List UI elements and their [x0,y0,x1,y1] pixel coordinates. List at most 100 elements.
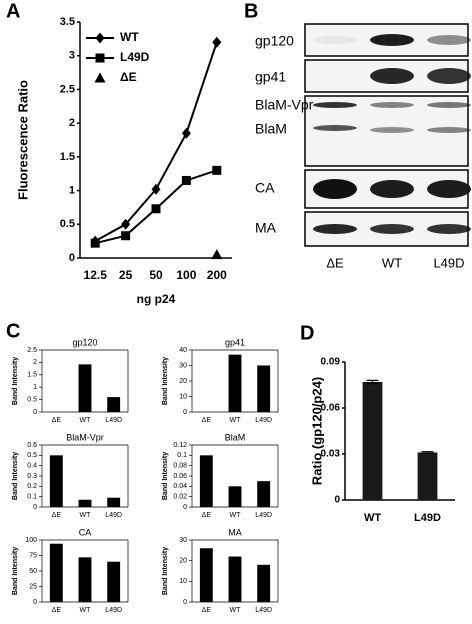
bar [78,364,92,412]
x-tick-label: L49D [105,417,122,424]
y-tick-label: 40 [179,347,187,354]
y-tick-label: 100 [25,537,37,544]
blot-band [370,102,414,108]
y-axis-label: Fluorescence Ratio [15,80,30,200]
x-tick-label: ΔE [202,607,212,614]
y-tick-label: 1 [69,184,75,196]
y-tick-label: 0.1 [27,494,37,501]
lane-label: L49D [433,255,464,270]
y-tick-label: 0.5 [27,452,37,459]
x-tick-label: L49D [255,607,272,614]
x-tick-label: WT [364,512,381,524]
blot-band [427,180,471,198]
legend-marker [94,72,106,83]
y-tick-label: 30 [179,537,187,544]
blot-band [370,68,414,84]
blot-band [313,179,357,199]
chart-title: CA [79,527,92,537]
x-tick-label: ΔE [202,417,212,424]
bar [78,499,92,507]
x-tick-label: L49D [105,607,122,614]
marker [181,127,191,139]
y-tick-label: 1.5 [27,372,37,379]
x-tick-label: 100 [176,268,196,282]
blot-band [313,125,357,131]
y-tick-label: 0 [33,504,37,511]
x-tick-label: WT [230,417,242,424]
x-tick-label: 25 [119,268,133,282]
y-tick-label: 2 [33,359,37,366]
blot-row-label: CA [255,180,275,196]
y-tick-label: 0.6 [27,442,37,449]
marker [151,204,161,214]
x-tick-label: ΔE [52,607,62,614]
y-tick-label: 75 [29,552,37,559]
x-tick-label: L49D [255,512,272,519]
marker [212,165,222,175]
y-tick-label: 0 [183,409,187,416]
x-tick-label: L49D [414,512,441,524]
y-tick-label: 0.03 [321,449,341,460]
y-tick-label: 0 [33,409,37,416]
y-tick-label: 10 [179,578,187,585]
y-tick-label: 10 [179,393,187,400]
y-tick-label: 0.04 [173,483,187,490]
legend-label: L49D [120,50,150,64]
x-tick-label: WT [80,417,92,424]
y-axis-label: Ratio (gp120/p24) [309,377,324,485]
panel-letter: B [244,0,258,22]
y-axis-label: Band Intensity [12,452,19,500]
y-tick-label: 25 [29,583,37,590]
blot-row-label: BlaM-Vpr [255,97,314,113]
bar [228,354,242,412]
blot-row-label: gp41 [255,69,286,85]
bar [49,455,63,507]
error-bar [366,379,379,385]
bar [199,455,213,507]
y-tick-label: 30 [179,362,187,369]
bar [257,365,271,412]
x-tick-label: ΔE [52,512,62,519]
bar [228,556,242,602]
marker [211,249,223,260]
blot-band [370,34,414,46]
x-tick-label: ΔE [52,417,62,424]
y-tick-label: 2.5 [60,83,75,95]
y-tick-label: 0 [69,252,75,264]
x-tick-label: WT [230,607,242,614]
blot-band [427,35,471,45]
y-tick-label: 0 [334,495,340,506]
marker [121,231,131,241]
y-axis-label: Band Intensity [162,357,169,405]
y-tick-label: 3 [69,50,75,62]
y-axis-label: Band Intensity [162,547,169,595]
x-tick-label: 200 [207,268,227,282]
y-axis-label: Band Intensity [12,547,19,595]
y-tick-label: 0.12 [173,442,187,449]
blot-band [370,180,414,198]
bar [362,381,383,500]
y-axis-label: Band Intensity [12,357,19,405]
y-tick-label: 2.5 [27,347,37,354]
blot-row-label: BlaM [255,121,287,137]
blot-band [427,127,471,133]
marker [212,36,222,48]
panel-letter: A [6,0,20,22]
chart-title: BlaM-Vpr [66,432,104,442]
bar [107,397,121,412]
lane-label: WT [382,255,402,270]
y-tick-label: 0.08 [173,463,187,470]
marker [181,175,191,185]
bar [199,548,213,602]
blot-row-label: MA [255,220,277,236]
blot-band [313,224,357,234]
blot-band [370,127,414,133]
y-tick-label: 0.5 [60,218,75,230]
y-tick-label: 0.06 [321,403,341,414]
y-tick-label: 1.5 [60,151,75,163]
bar [228,486,242,507]
chart-title: gp120 [72,337,97,347]
y-tick-label: 20 [179,378,187,385]
x-tick-label: WT [80,512,92,519]
y-tick-label: 0 [183,599,187,606]
